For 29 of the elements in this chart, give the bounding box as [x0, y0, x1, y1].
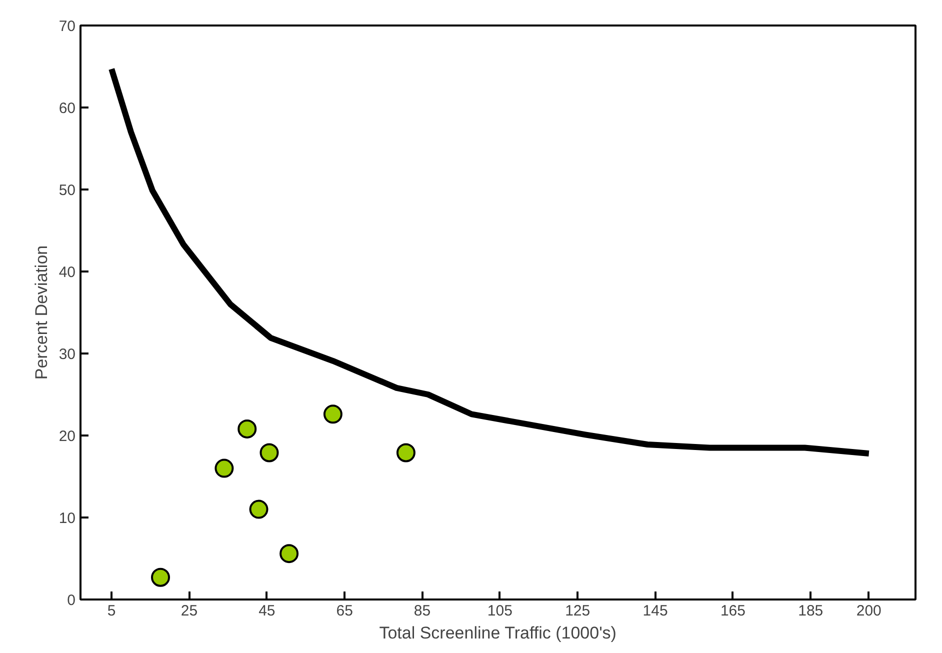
point: [151, 568, 170, 587]
x-axis-title: Total Screenline Traffic (1000's): [379, 624, 616, 642]
x-tick-label: 5: [107, 602, 116, 620]
x-tick-label: 125: [565, 602, 590, 620]
point: [249, 500, 268, 519]
y-tick-label: 40: [58, 264, 76, 281]
y-tick-label: 50: [58, 182, 76, 199]
x-tick-label: 200: [856, 602, 882, 620]
y-tick-label: 0: [67, 592, 76, 609]
x-tick-label: 25: [180, 602, 198, 620]
x-tick-label: 185: [798, 602, 824, 620]
y-axis-title: Percent Deviation: [32, 245, 51, 380]
point: [260, 443, 279, 462]
point: [280, 544, 299, 564]
x-tick-label: 45: [258, 602, 276, 620]
point: [323, 404, 342, 424]
y-tick-label: 10: [58, 510, 76, 527]
x-tick-label: 105: [487, 602, 512, 620]
y-tick-label: 30: [58, 346, 76, 363]
point: [396, 443, 416, 462]
y-tick-label: 60: [58, 100, 76, 117]
y-tick-label: 20: [58, 428, 76, 445]
point: [238, 419, 257, 438]
y-tick-label: 70: [58, 18, 76, 35]
x-tick-label: 165: [720, 602, 746, 620]
x-tick-label: 145: [642, 602, 668, 620]
x-tick-label: 65: [336, 602, 353, 620]
x-tick-label: 85: [414, 602, 431, 620]
point: [214, 458, 234, 478]
